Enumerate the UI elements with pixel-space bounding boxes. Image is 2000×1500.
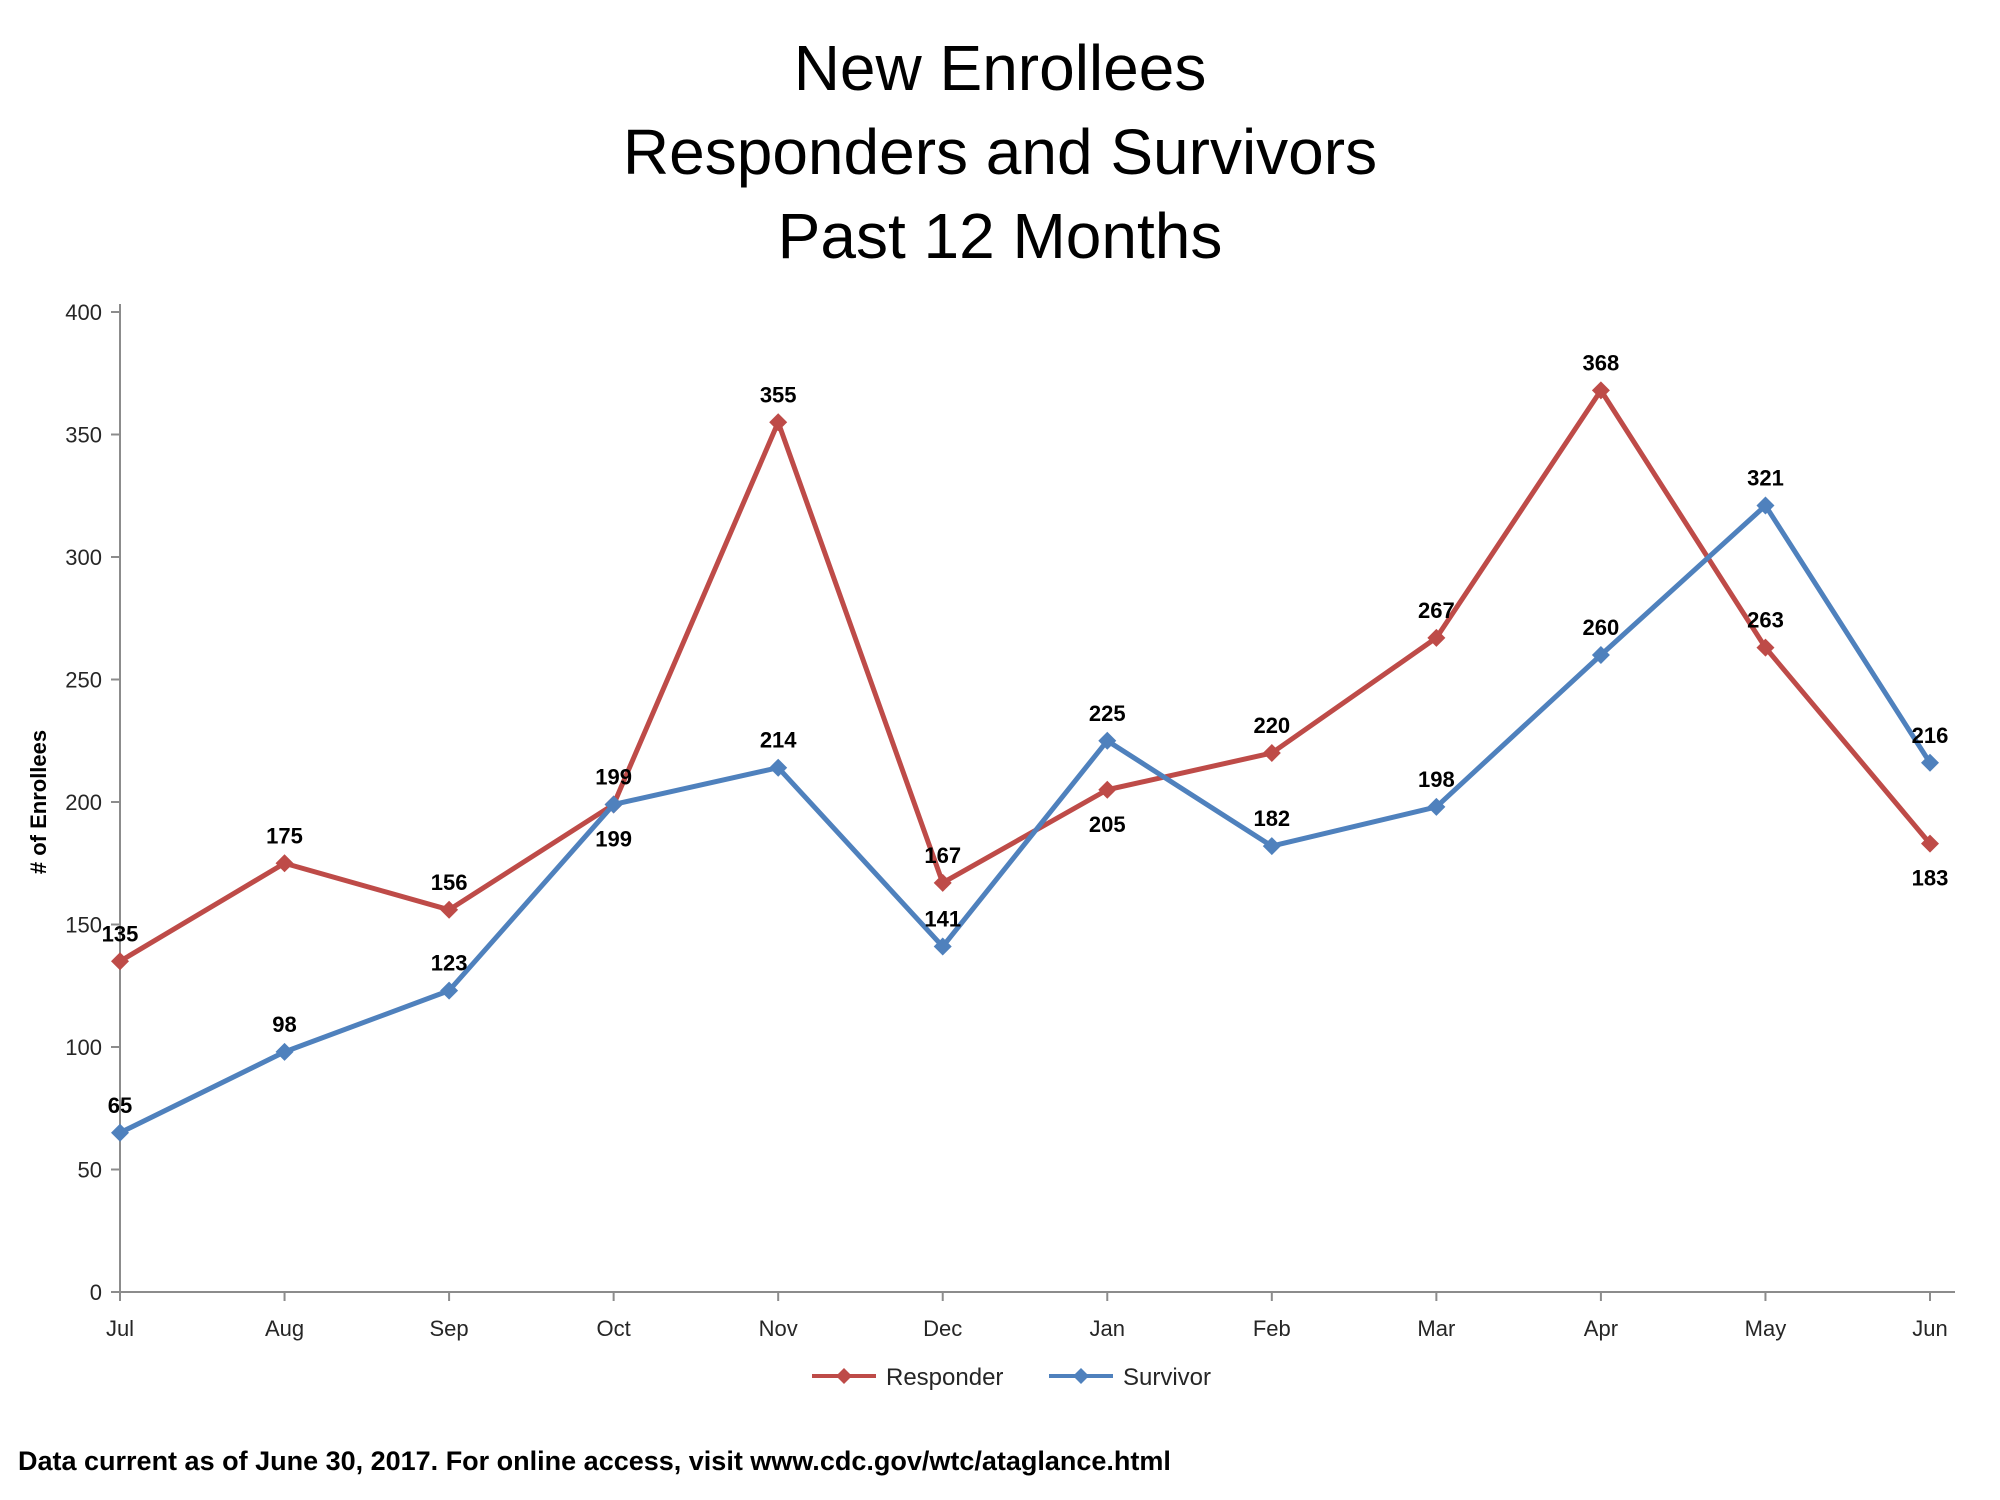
y-tick-label: 150: [65, 913, 102, 938]
responder-series: 135 175 156 199 355 167 205 220 267 368 263 183: [102, 350, 1949, 971]
responder-marker: [440, 900, 459, 919]
responder-data-label: 263: [1747, 608, 1784, 633]
responder-data-label: 205: [1089, 812, 1126, 837]
responder-marker: [1098, 780, 1117, 799]
responder-data-label: 183: [1912, 866, 1949, 891]
responder-marker: [1427, 628, 1446, 647]
responder-data-label: 220: [1253, 713, 1290, 738]
y-tick-label: 250: [65, 668, 102, 693]
y-tick-label: 0: [90, 1280, 102, 1305]
survivor-marker: [933, 937, 952, 956]
chart-title: New Enrollees Responders and Survivors P…: [0, 26, 2000, 278]
chart-title-line2: Responders and Survivors: [622, 116, 1378, 188]
survivor-data-label: 141: [924, 907, 961, 932]
legend-marker-diamond: [1073, 1368, 1089, 1384]
responder-marker: [1756, 638, 1775, 657]
responder-marker: [933, 873, 952, 892]
responder-data-label: 156: [431, 870, 468, 895]
survivor-marker: [440, 981, 459, 1000]
y-tick-label: 50: [78, 1158, 102, 1183]
x-tick-label: Dec: [923, 1316, 962, 1341]
responder-marker: [111, 952, 129, 971]
y-tick-label: 400: [65, 300, 102, 325]
survivor-marker: [1262, 837, 1281, 856]
survivor-marker: [1921, 753, 1939, 772]
chart-title-line1: New Enrollees: [793, 32, 1207, 104]
line-chart: 0 50 100 150 200 250 300 350 400 Jul Aug Sep Oct Nov D…: [26, 300, 1955, 1391]
responder-data-label: 355: [760, 382, 797, 407]
responder-data-label: 175: [266, 823, 303, 848]
x-tick-label: Nov: [759, 1316, 798, 1341]
responder-data-label: 368: [1583, 350, 1620, 375]
x-tick-label: Aug: [265, 1316, 304, 1341]
y-tick-label: 100: [65, 1035, 102, 1060]
survivor-data-label: 199: [595, 826, 632, 851]
x-tick-label: May: [1745, 1316, 1787, 1341]
x-tick-label: Oct: [597, 1316, 631, 1341]
responder-marker: [769, 413, 788, 432]
legend-label: Survivor: [1123, 1364, 1211, 1391]
responder-marker: [1591, 381, 1610, 400]
responder-data-label: 135: [102, 921, 139, 946]
survivor-marker: [1591, 646, 1610, 664]
axes: [119, 304, 1955, 1293]
survivor-data-label: 98: [272, 1012, 296, 1037]
survivor-series: 65 98 123 199 214 141 225 182 198 260 321 216: [108, 466, 1949, 1142]
responder-data-label: 167: [924, 843, 961, 868]
y-tick-label: 200: [65, 790, 102, 815]
x-tick-label: Jan: [1090, 1316, 1125, 1341]
survivor-marker: [111, 1123, 129, 1142]
survivor-data-label: 216: [1912, 723, 1949, 748]
y-tick-label: 350: [65, 423, 102, 448]
responder-marker: [1262, 744, 1281, 762]
survivor-marker: [275, 1042, 294, 1061]
survivor-data-label: 65: [108, 1093, 132, 1118]
survivor-marker: [1098, 731, 1117, 750]
footer-note: Data current as of June 30, 2017. For on…: [18, 1446, 1171, 1476]
survivor-data-label: 123: [431, 951, 468, 976]
survivor-data-label: 225: [1089, 701, 1126, 726]
x-tick-label: Apr: [1584, 1316, 1618, 1341]
y-axis-ticks: 0 50 100 150 200 250 300 350 400: [65, 300, 120, 1305]
legend-label: Responder: [886, 1364, 1003, 1391]
responder-data-label: 199: [595, 764, 632, 789]
survivor-line: [117, 503, 1933, 1136]
x-tick-label: Jul: [106, 1316, 134, 1341]
x-tick-label: Sep: [430, 1316, 469, 1341]
x-tick-label: Jun: [1912, 1316, 1947, 1341]
y-axis-title: # of Enrollees: [26, 730, 51, 874]
survivor-data-label: 321: [1747, 466, 1784, 491]
survivor-marker: [604, 795, 623, 814]
y-tick-label: 300: [65, 545, 102, 570]
survivor-data-label: 182: [1253, 806, 1290, 831]
survivor-marker: [769, 758, 788, 777]
survivor-data-label: 214: [760, 728, 797, 753]
survivor-marker: [1756, 496, 1775, 515]
x-axis-ticks: Jul Aug Sep Oct Nov Dec Jan Feb Mar Apr May Jun: [106, 1292, 1948, 1341]
responder-marker: [1921, 834, 1939, 853]
x-tick-label: Feb: [1253, 1316, 1291, 1341]
responder-line: [117, 387, 1933, 964]
legend: Responder Survivor: [812, 1364, 1211, 1391]
responder-marker: [275, 854, 294, 873]
survivor-marker: [1427, 797, 1446, 816]
x-tick-label: Mar: [1417, 1316, 1455, 1341]
survivor-data-label: 198: [1418, 767, 1455, 792]
legend-marker-diamond: [836, 1368, 852, 1384]
chart-title-line3: Past 12 Months: [777, 200, 1223, 272]
survivor-data-label: 260: [1583, 615, 1620, 640]
responder-data-label: 267: [1418, 598, 1455, 623]
